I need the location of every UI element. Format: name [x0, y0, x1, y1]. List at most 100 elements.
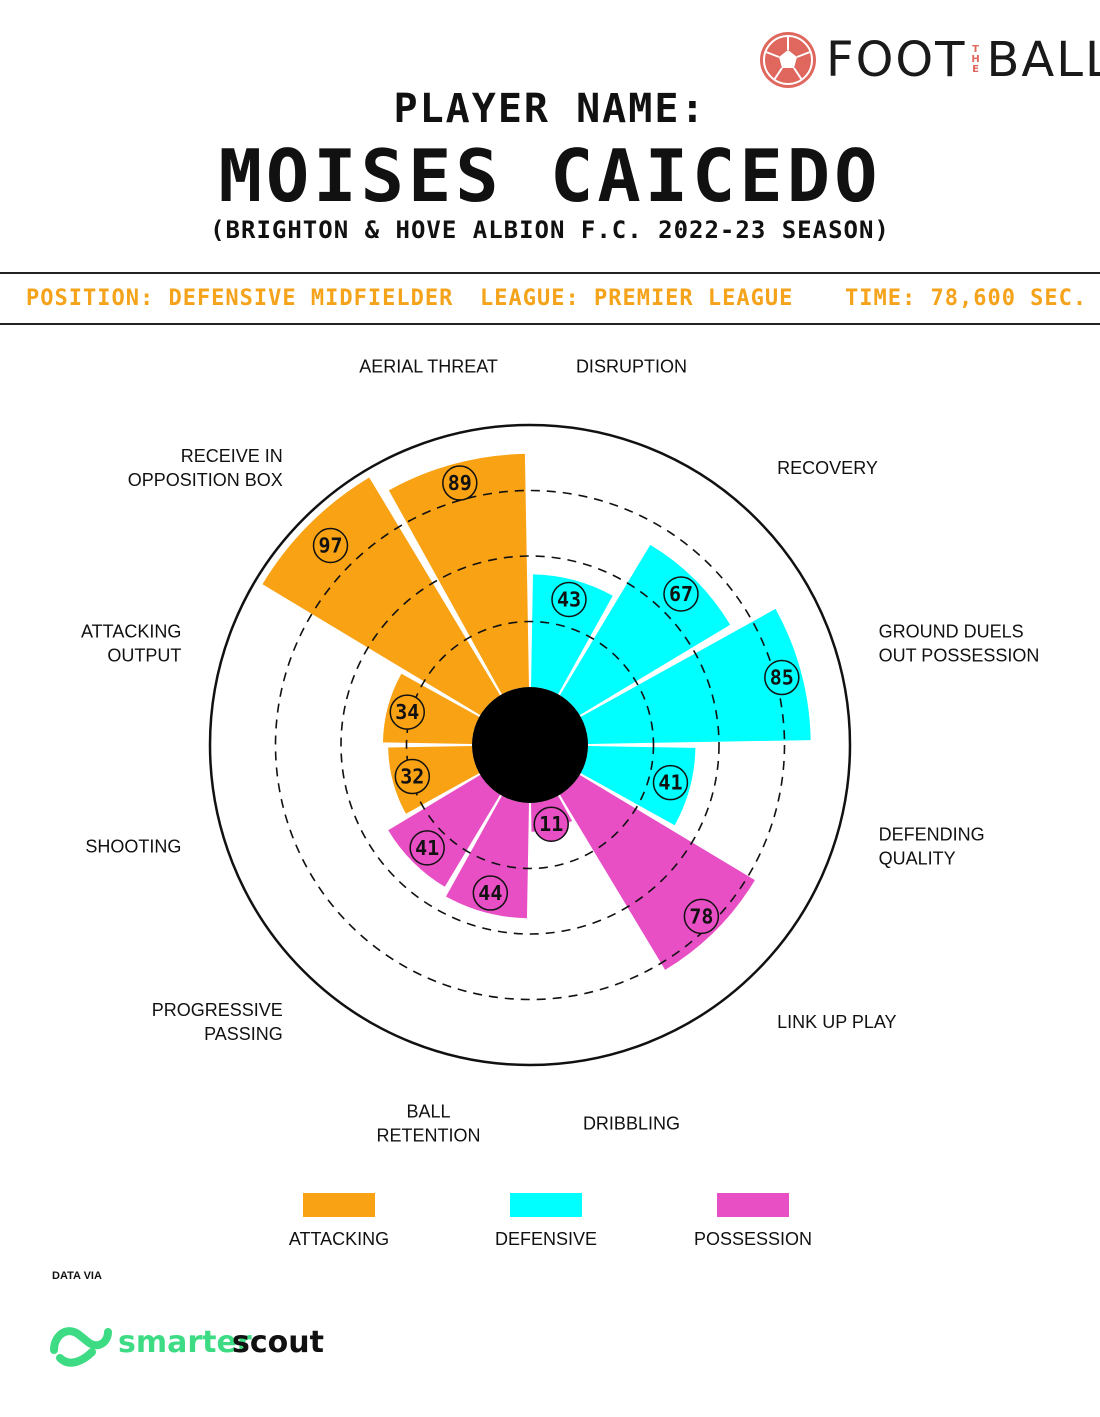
meta-position: POSITION: DEFENSIVE MIDFIELDER — [26, 286, 454, 311]
value-badge-circle — [764, 659, 800, 696]
category-label-line: OPPOSITION BOX — [128, 470, 283, 490]
value-label: 34 — [395, 700, 419, 724]
value-badge: 78 — [683, 898, 720, 935]
brand-right: BALL — [986, 32, 1100, 88]
value-label: 85 — [770, 666, 794, 690]
meta-time: TIME: 78,600 SEC. — [845, 286, 1088, 311]
category-label: AERIAL THREAT — [359, 356, 498, 376]
category-label-line: RECOVERY — [777, 458, 878, 478]
source-right: scout — [232, 1325, 324, 1360]
value-label: 11 — [539, 812, 563, 836]
grid-ring-25 — [405, 620, 655, 870]
category-label-line: SHOOTING — [85, 836, 181, 856]
category-label: ATTACKING OUTPUT — [81, 622, 181, 666]
value-badge: 85 — [764, 659, 800, 696]
value-badge: 41 — [409, 830, 445, 866]
bar-disruption — [531, 574, 613, 695]
category-label-line: OUT POSSESSION — [879, 646, 1040, 666]
player-name: MOISES CAICEDO — [218, 134, 882, 218]
source-left: smarter — [118, 1325, 252, 1360]
divider-top — [0, 272, 1100, 274]
category-label-line: DRIBBLING — [583, 1114, 680, 1134]
football-icon — [760, 32, 816, 88]
value-label: 67 — [669, 582, 693, 606]
polar-bar-chart: 43 67 85 41 78 11 44 41 32 34 97 89 DISRUPTION RECOVE… — [81, 356, 1040, 1146]
footheball-logo: FOOT THE BALL — [758, 26, 1100, 96]
value-label: 97 — [318, 533, 342, 557]
value-badge-circle — [551, 581, 587, 618]
brand-left: FOOT — [826, 32, 967, 88]
value-badge: 44 — [472, 875, 509, 911]
value-label: 32 — [400, 765, 424, 789]
category-label-line: GROUND DUELS — [879, 622, 1024, 642]
category-label-line: DEFENDING — [879, 824, 985, 844]
category-label-line: AERIAL THREAT — [359, 356, 498, 376]
value-badge-circle — [652, 764, 689, 801]
player-label: PLAYER NAME: — [393, 86, 707, 132]
category-label: DISRUPTION — [576, 356, 687, 376]
legend-label-possession: POSSESSION — [693, 1229, 813, 1249]
bar-ball-retention — [445, 795, 529, 919]
category-label-line: PROGRESSIVE — [152, 1000, 283, 1020]
smarterscout-mark-icon: smarter scout — [50, 1325, 324, 1367]
value-badge: 89 — [442, 465, 478, 501]
value-badge-circle — [389, 694, 426, 730]
category-label: DRIBBLING — [583, 1114, 680, 1134]
divider-bottom — [0, 323, 1100, 325]
brand-middle: THE — [971, 44, 982, 75]
value-badge-circle — [683, 898, 720, 935]
value-label: 44 — [478, 881, 502, 905]
category-label-line: LINK UP PLAY — [777, 1012, 896, 1032]
value-label: 78 — [689, 904, 713, 928]
category-label-line: QUALITY — [879, 848, 956, 868]
meta-league: LEAGUE: PREMIER LEAGUE — [480, 286, 794, 311]
value-badge-circle — [533, 806, 569, 842]
category-label-line: BALL — [407, 1102, 451, 1122]
grid-ring-75 — [274, 489, 786, 1001]
category-label-line: RETENTION — [377, 1126, 481, 1146]
value-badge-circle — [409, 830, 445, 866]
center-disk — [472, 687, 588, 803]
category-label: RECEIVE IN OPPOSITION BOX — [128, 446, 283, 490]
smarterscout-logo: smarter scout — [48, 1312, 358, 1372]
category-label: GROUND DUELS OUT POSSESSION — [879, 622, 1040, 666]
value-label: 89 — [448, 471, 472, 495]
category-label-line: RECEIVE IN — [181, 446, 283, 466]
value-label: 41 — [415, 836, 439, 860]
outer-ring — [208, 423, 852, 1067]
value-badge: 34 — [389, 694, 426, 730]
grid-ring-50 — [340, 555, 720, 935]
category-label-line: OUTPUT — [107, 646, 181, 666]
legend-label-attacking: ATTACKING — [288, 1229, 390, 1249]
category-label: BALL RETENTION — [377, 1102, 481, 1146]
category-label: RECOVERY — [777, 458, 878, 478]
value-badge: 11 — [533, 806, 569, 842]
value-label: 43 — [557, 587, 581, 611]
data-via-label: DATA VIA — [52, 1270, 102, 1282]
value-badge: 32 — [394, 758, 431, 795]
bar-ground-duels-out-possession — [580, 608, 811, 744]
subtitle: (BRIGHTON & HOVE ALBION F.C. 2022-23 SEA… — [210, 216, 890, 244]
category-label: SHOOTING — [85, 836, 181, 856]
category-label-line: ATTACKING — [81, 622, 181, 642]
legend-swatch-possession — [717, 1193, 789, 1217]
value-label: 41 — [658, 771, 682, 795]
value-badge-circle — [312, 527, 349, 564]
legend-label-defensive: DEFENSIVE — [494, 1229, 598, 1249]
value-badge: 67 — [663, 576, 699, 612]
value-badge: 43 — [551, 581, 587, 618]
value-badge-circle — [394, 758, 431, 795]
category-label-line: DISRUPTION — [576, 356, 687, 376]
value-badge-circle — [472, 875, 509, 911]
category-label: DEFENDING QUALITY — [879, 824, 985, 868]
value-badge: 41 — [652, 764, 689, 801]
category-label: PROGRESSIVE PASSING — [152, 1000, 283, 1044]
legend-swatch-defensive — [510, 1193, 582, 1217]
category-label-line: PASSING — [204, 1024, 283, 1044]
brand-wordmark: FOOT THE BALL — [826, 32, 1100, 88]
legend-swatch-attacking — [303, 1193, 375, 1217]
value-badge: 97 — [312, 527, 349, 564]
value-badge-circle — [663, 576, 699, 612]
value-badge-circle — [442, 465, 478, 501]
category-label: LINK UP PLAY — [777, 1012, 896, 1032]
